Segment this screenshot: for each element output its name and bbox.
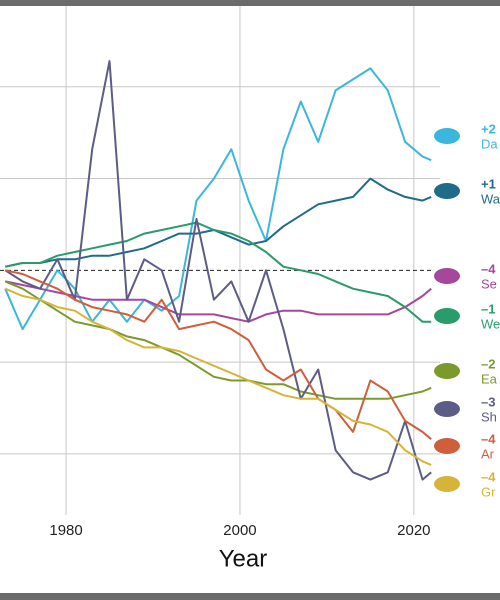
legend-change: –4 xyxy=(481,431,496,446)
legend-change: –1 xyxy=(481,301,495,316)
series-line xyxy=(4,280,432,400)
bird-icon xyxy=(434,363,460,379)
x-tick-label: 2020 xyxy=(397,522,430,539)
bird-icon xyxy=(434,183,460,199)
legend-name: Sh xyxy=(481,409,497,424)
series-line xyxy=(4,280,432,323)
legend-name: Da xyxy=(481,136,498,151)
legend-change: –4 xyxy=(481,469,496,484)
x-axis-title: Year xyxy=(219,545,268,572)
bird-icon xyxy=(434,401,460,417)
legend-change: –2 xyxy=(481,356,495,371)
grid: 1980 2000 2020 xyxy=(0,6,440,539)
bird-icon xyxy=(434,438,460,454)
bird-icon xyxy=(434,128,460,144)
lines xyxy=(4,60,432,481)
series-line xyxy=(4,177,432,268)
legend-name: Ar xyxy=(481,446,495,461)
legend-change: +2 xyxy=(481,121,496,136)
legend-name: Gr xyxy=(481,484,496,499)
series-line xyxy=(4,67,432,331)
series-line xyxy=(4,269,432,440)
legend-change: –4 xyxy=(481,261,496,276)
legend-name: We xyxy=(481,316,500,331)
bird-icon xyxy=(434,308,460,324)
frame-bottom xyxy=(0,593,500,600)
x-tick-label: 1980 xyxy=(49,522,82,539)
bird-icon xyxy=(434,476,460,492)
bird-icon xyxy=(434,268,460,284)
legend-name: Ea xyxy=(481,371,498,386)
series-line xyxy=(4,221,432,323)
frame-top xyxy=(0,0,500,6)
legend-name: Se xyxy=(481,276,497,291)
legend-change: +1 xyxy=(481,176,496,191)
series-line xyxy=(4,60,432,481)
legend-name: Wa xyxy=(481,191,500,206)
legend-change: –3 xyxy=(481,394,495,409)
legend: +2Da+1Wa–4Se–1We–2Ea–3Sh–4Ar–4Gr xyxy=(434,121,500,499)
x-tick-label: 2000 xyxy=(223,522,256,539)
series-line xyxy=(4,287,432,466)
